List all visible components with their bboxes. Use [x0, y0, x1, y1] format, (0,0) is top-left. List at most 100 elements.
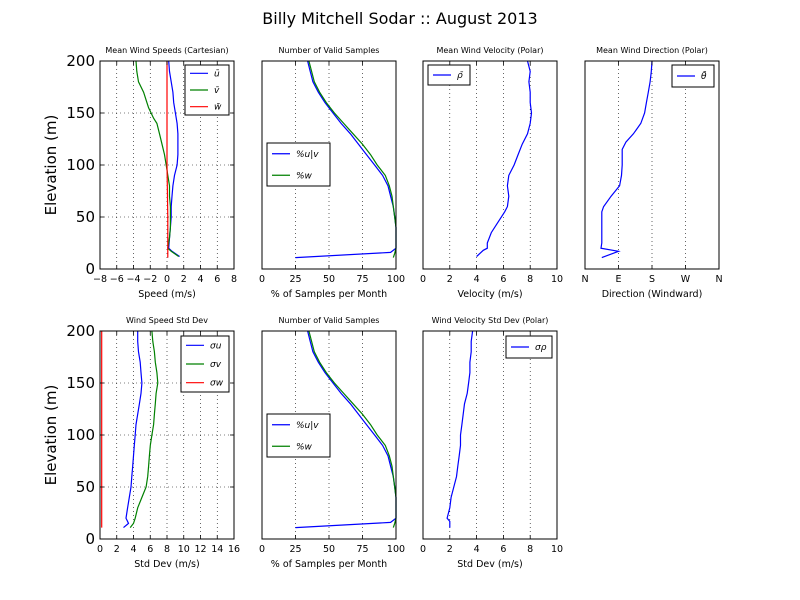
- axes-frame: [422, 60, 558, 270]
- legend-label: %w: [296, 171, 313, 181]
- chart-title: Mean Wind Velocity (Polar): [436, 46, 543, 55]
- x-tick-label: 100: [387, 274, 405, 285]
- legend-label: %u|v: [296, 421, 319, 431]
- legend-label: σρ: [535, 343, 547, 353]
- x-axis-label: Direction (Windward): [602, 289, 703, 300]
- x-tick-label: 4: [474, 274, 480, 285]
- x-tick-label: S: [649, 274, 655, 285]
- y-tick-label: 0: [85, 260, 95, 278]
- x-tick-label: −2: [143, 274, 157, 285]
- x-axis-label: Velocity (m/s): [457, 289, 522, 300]
- x-tick-label: 0: [420, 274, 426, 285]
- y-tick-label: 100: [66, 426, 95, 444]
- chart-p2: 0 25 50 75 100 Number of Valid Samples % of Sa…: [259, 46, 405, 300]
- y-tick-label: 200: [66, 322, 95, 340]
- legend-label: ρ̄: [457, 71, 464, 81]
- x-tick-label: 0: [259, 274, 265, 285]
- legend-label: w̄: [214, 103, 222, 113]
- x-tick-label: E: [615, 274, 621, 285]
- x-tick-label: 4: [197, 274, 203, 285]
- x-tick-label: 14: [211, 544, 223, 555]
- x-tick-label: 12: [194, 544, 206, 555]
- chart-title: Number of Valid Samples: [279, 46, 380, 55]
- legend-label: %u|v: [296, 150, 319, 160]
- legend-label: v̄: [214, 86, 220, 96]
- figure-title: Billy Mitchell Sodar :: August 2013: [262, 9, 537, 28]
- chart-title: Wind Speed Std Dev: [126, 316, 208, 325]
- chart-title: Mean Wind Speeds (Cartesian): [105, 46, 228, 55]
- x-tick-label: 75: [356, 274, 368, 285]
- series-line: [476, 60, 533, 257]
- x-tick-label: 8: [164, 544, 170, 555]
- legend-label: σv: [210, 360, 222, 370]
- x-tick-label: 8: [231, 274, 237, 285]
- series-line: [135, 60, 180, 257]
- legend-box: [266, 413, 331, 458]
- y-tick-label: 150: [66, 104, 95, 122]
- x-tick-label: 100: [387, 544, 405, 555]
- x-tick-label: 4: [474, 544, 480, 555]
- x-tick-label: N: [715, 274, 722, 285]
- legend: %u|v %w: [266, 413, 331, 458]
- x-tick-label: −4: [126, 274, 140, 285]
- legend-label: ū: [214, 69, 220, 79]
- x-tick-label: −6: [110, 274, 124, 285]
- x-tick-label: 10: [178, 544, 190, 555]
- x-tick-label: 50: [323, 544, 335, 555]
- legend: θ̄: [671, 64, 715, 88]
- x-tick-label: 50: [323, 274, 335, 285]
- legend-box: [266, 142, 331, 187]
- x-tick-label: 0: [164, 274, 170, 285]
- x-tick-label: 0: [97, 544, 103, 555]
- y-tick-label: 200: [66, 52, 95, 70]
- chart-p4: N E S W N Mean Wind Direction (Polar) Directio…: [581, 46, 722, 300]
- y-tick-label: 50: [76, 478, 95, 496]
- series-line: [446, 330, 474, 528]
- x-tick-label: −8: [93, 274, 107, 285]
- y-axis-label: Elevation (m): [42, 385, 60, 486]
- legend: ρ̄: [427, 64, 471, 86]
- x-tick-label: N: [581, 274, 588, 285]
- x-tick-label: 25: [289, 274, 301, 285]
- x-axis-label: Std Dev (m/s): [457, 559, 522, 570]
- axes-frame: [422, 330, 558, 540]
- x-tick-label: 8: [527, 544, 533, 555]
- series-line: [166, 61, 169, 258]
- chart-title: Mean Wind Direction (Polar): [596, 46, 708, 55]
- x-tick-label: 16: [228, 544, 240, 555]
- x-tick-label: 2: [114, 544, 120, 555]
- y-tick-label: 150: [66, 374, 95, 392]
- legend: σρ: [505, 335, 553, 359]
- chart-title: Wind Velocity Std Dev (Polar): [432, 316, 549, 325]
- series-line: [123, 331, 143, 529]
- x-tick-label: 10: [551, 274, 563, 285]
- legend: σu σv σw: [180, 335, 230, 393]
- x-tick-label: 6: [500, 274, 506, 285]
- chart-p3: 0 2 4 6 8 10 Mean Wind Velocity (Polar) Velocit…: [420, 46, 563, 300]
- legend-label: σu: [210, 341, 222, 351]
- legend-label: σw: [210, 379, 224, 389]
- x-tick-label: 6: [500, 544, 506, 555]
- legend: %u|v %w: [266, 142, 331, 187]
- legend: ū v̄ w̄: [184, 64, 230, 116]
- x-tick-label: 75: [356, 544, 368, 555]
- chart-title: Number of Valid Samples: [279, 316, 380, 325]
- x-axis-label: Std Dev (m/s): [134, 559, 199, 570]
- x-tick-label: 10: [551, 544, 563, 555]
- legend-label: %w: [296, 442, 313, 452]
- x-tick-label: 6: [147, 544, 153, 555]
- x-tick-label: 2: [181, 274, 187, 285]
- series-line: [600, 60, 653, 259]
- x-tick-label: W: [681, 274, 691, 285]
- x-tick-label: 0: [420, 544, 426, 555]
- y-tick-label: 100: [66, 156, 95, 174]
- x-tick-label: 2: [447, 544, 453, 555]
- legend-label: θ̄: [701, 70, 707, 82]
- x-tick-label: 25: [289, 544, 301, 555]
- y-tick-label: 50: [76, 208, 95, 226]
- x-tick-label: 2: [447, 274, 453, 285]
- x-tick-label: 0: [259, 544, 265, 555]
